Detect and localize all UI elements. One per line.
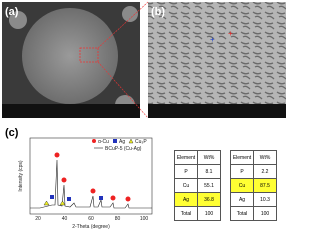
- table-cell: Cu: [230, 178, 254, 193]
- peak-marker: [125, 196, 131, 202]
- table-row: Ag 36.8: [174, 192, 221, 207]
- x-axis-label: 2-Theta (degree): [72, 224, 110, 230]
- legend-label: BCuP-5 (Cu-Ag): [105, 146, 142, 152]
- peak-marker: [43, 200, 50, 206]
- point-marker: +: [228, 29, 233, 38]
- info-bar: [148, 104, 286, 118]
- peak-marker: [54, 152, 60, 158]
- table-row: P 2.2: [230, 164, 277, 179]
- peak-marker: [67, 197, 71, 201]
- table-cell: P: [230, 164, 254, 179]
- particle-main: [22, 8, 118, 104]
- point-marker: +: [210, 35, 215, 44]
- x-tick-label: 20: [35, 216, 41, 222]
- peak-marker: [61, 177, 67, 183]
- table-cell: 36.8: [197, 192, 221, 207]
- legend-label: α-Cu: [98, 139, 109, 145]
- peak-marker: [59, 200, 66, 206]
- table-cell: Element: [230, 150, 254, 165]
- peak-marker: [90, 188, 96, 194]
- peak-marker: [110, 195, 116, 201]
- x-ticks: 20 40 60 80 100: [35, 216, 148, 222]
- legend-marker: [92, 139, 96, 143]
- x-tick-label: 100: [140, 216, 149, 222]
- particle: [9, 11, 27, 29]
- x-tick-label: 80: [115, 216, 121, 222]
- peak-marker: [50, 195, 54, 199]
- zoom-line: [97, 61, 149, 119]
- table-row: Element Wt%: [174, 150, 221, 165]
- table-row: Total 100: [230, 206, 277, 221]
- table-cell: Ag: [230, 192, 254, 207]
- x-tick-label: 60: [88, 216, 94, 222]
- info-bar: [2, 104, 140, 118]
- table-row: Total 100: [174, 206, 221, 221]
- table-cell: P: [174, 164, 198, 179]
- panel-label: (c): [5, 127, 19, 139]
- table-cell: 87.5: [253, 178, 277, 193]
- table-row: Ag 10.3: [230, 192, 277, 207]
- table-cell: Total: [230, 206, 254, 221]
- plot-frame: [29, 137, 153, 215]
- table-cell: 10.3: [253, 192, 277, 207]
- y-axis-label: Intensity (cps): [18, 160, 24, 191]
- table-row: Cu 87.5: [230, 178, 277, 193]
- peak-marker: [99, 196, 103, 200]
- panel-label: (a): [5, 6, 19, 18]
- table-row: Cu 55.1: [174, 178, 221, 193]
- sem-image-b: [148, 2, 286, 118]
- zoom-box: [79, 47, 99, 63]
- figure: (a) (b) + + (c) α-Cu Ag Cu₃P BCuP-5 (Cu-…: [2, 1, 286, 230]
- legend-marker: [128, 138, 134, 144]
- legend-label: Ag: [119, 139, 125, 145]
- table-cell: 100: [253, 206, 277, 221]
- table-cell: 8.1: [197, 164, 221, 179]
- x-tick-label: 40: [62, 216, 68, 222]
- table-cell: Ag: [174, 192, 198, 207]
- table-cell: Wt%: [253, 150, 277, 165]
- panel-label: (b): [151, 6, 165, 18]
- table-row: P 8.1: [174, 164, 221, 179]
- zoom-line: [97, 1, 149, 49]
- xrd-trace: [30, 159, 152, 209]
- table-cell: Cu: [174, 178, 198, 193]
- table-cell: 100: [197, 206, 221, 221]
- table-cell: 55.1: [197, 178, 221, 193]
- figure-svg: (a) (b) + + (c) α-Cu Ag Cu₃P BCuP-5 (Cu-…: [2, 1, 286, 230]
- legend-marker: [113, 139, 117, 143]
- table-row: Element Wt%: [230, 150, 277, 165]
- table-cell: Element: [174, 150, 198, 165]
- legend-label: Cu₃P: [135, 139, 147, 145]
- table-right: Element Wt% P 2.2 Cu 87.5 Ag 10.3 Total 100: [230, 150, 277, 221]
- table-left: Element Wt% P 8.1 Cu 55.1 Ag 36.8 Total 100: [174, 150, 221, 221]
- table-cell: Total: [174, 206, 198, 221]
- table-cell: 2.2: [253, 164, 277, 179]
- table-cell: Wt%: [197, 150, 221, 165]
- particle: [122, 6, 138, 22]
- page: (a) (b) + + (c) α-Cu Ag Cu₃P BCuP-5 (Cu-…: [2, 1, 286, 230]
